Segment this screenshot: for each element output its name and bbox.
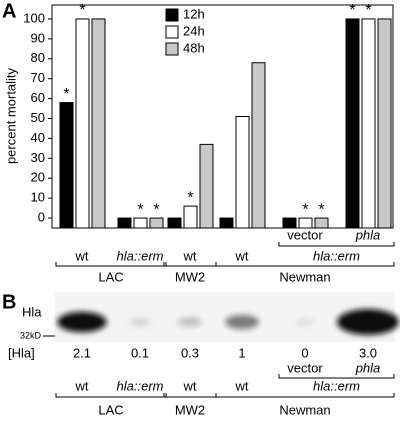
legend-swatch xyxy=(165,25,179,39)
group-bracket xyxy=(163,393,217,398)
significance-marker: * xyxy=(187,189,193,206)
category-label: phla xyxy=(355,360,381,375)
y-tick-label: 60 xyxy=(31,90,45,105)
bar xyxy=(361,18,376,229)
bar xyxy=(199,143,214,229)
category-label: wt xyxy=(235,378,249,393)
y-tick-label: 10 xyxy=(31,190,45,205)
group-bracket xyxy=(215,262,395,267)
group-label: LAC xyxy=(98,269,123,284)
subgroup-label: hla::erm xyxy=(313,378,360,393)
legend-swatch xyxy=(165,8,179,22)
bar xyxy=(219,217,234,229)
y-tick-label: 70 xyxy=(31,70,45,85)
quantity-value: 0.3 xyxy=(181,345,199,360)
blot-band xyxy=(225,315,259,329)
blot-background xyxy=(55,292,395,342)
significance-marker: * xyxy=(365,2,371,19)
bar xyxy=(149,217,164,229)
category-label: wt xyxy=(75,378,89,393)
blot-band xyxy=(295,318,315,326)
quantity-label: [Hla] xyxy=(8,345,35,360)
category-label: vector xyxy=(287,360,323,375)
bar xyxy=(91,18,106,229)
bar xyxy=(345,18,360,229)
legend-swatch xyxy=(165,42,179,56)
quantity-value: 0.1 xyxy=(131,345,149,360)
bar xyxy=(298,217,313,229)
quantity-value: 2.1 xyxy=(73,345,91,360)
subgroup-bracket xyxy=(278,242,395,247)
bar xyxy=(235,116,250,229)
blot-marker: 32kD xyxy=(20,330,42,340)
category-label: hla::erm xyxy=(117,248,164,263)
quantity-value: 1 xyxy=(238,345,245,360)
category-label: vector xyxy=(287,227,323,242)
group-bracket xyxy=(55,262,167,267)
significance-marker: * xyxy=(137,201,143,218)
y-tick-label: 40 xyxy=(31,130,45,145)
group-label: Newman xyxy=(279,269,330,284)
y-tick-label: 90 xyxy=(31,30,45,45)
y-tick-label: 20 xyxy=(31,170,45,185)
blot-band xyxy=(57,311,107,333)
category-label: phla xyxy=(355,227,381,242)
legend-label: 12h xyxy=(183,6,205,21)
subgroup-bracket xyxy=(278,374,395,379)
category-label: wt xyxy=(183,378,197,393)
y-tick-label: 0 xyxy=(38,209,45,224)
legend-label: 48h xyxy=(183,40,205,55)
blot-band xyxy=(177,317,203,327)
category-label: wt xyxy=(183,248,197,263)
y-tick-label: 50 xyxy=(31,110,45,125)
significance-marker: * xyxy=(349,2,355,19)
bar xyxy=(75,18,90,229)
y-tick-label: 80 xyxy=(31,50,45,65)
bar xyxy=(282,217,297,229)
y-axis-label: percent mortality xyxy=(3,67,18,164)
significance-marker: * xyxy=(302,201,308,218)
blot-band-label: Hla xyxy=(22,304,42,319)
significance-marker: * xyxy=(318,201,324,218)
significance-marker: * xyxy=(153,201,159,218)
group-bracket xyxy=(215,393,395,398)
quantity-value: 0 xyxy=(301,345,308,360)
bar xyxy=(167,217,182,229)
bar xyxy=(133,217,148,229)
category-label: wt xyxy=(75,248,89,263)
group-label: MW2 xyxy=(175,402,205,417)
category-label: wt xyxy=(235,248,249,263)
group-label: MW2 xyxy=(175,269,205,284)
subgroup-label: hla::erm xyxy=(313,248,360,263)
bar xyxy=(117,217,132,229)
category-label: hla::erm xyxy=(117,378,164,393)
group-bracket xyxy=(55,393,167,398)
bar xyxy=(314,217,329,229)
bar xyxy=(59,102,74,229)
bar xyxy=(377,18,392,229)
bar xyxy=(183,205,198,229)
legend-label: 24h xyxy=(183,23,205,38)
group-label: Newman xyxy=(279,402,330,417)
significance-marker: * xyxy=(63,86,69,103)
panel-label: A xyxy=(2,0,16,22)
significance-marker: * xyxy=(79,2,85,19)
y-tick-label: 30 xyxy=(31,150,45,165)
blot-band xyxy=(337,309,399,335)
y-tick-label: 100 xyxy=(23,10,45,25)
blot-band xyxy=(129,317,151,327)
quantity-value: 3.0 xyxy=(359,345,377,360)
group-label: LAC xyxy=(98,402,123,417)
panel-label: B xyxy=(2,291,16,313)
bar xyxy=(251,62,266,229)
